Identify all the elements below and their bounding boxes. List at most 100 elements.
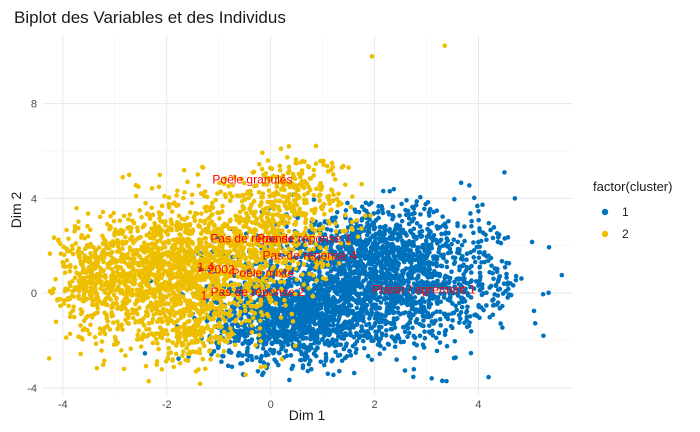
point-cluster-2 bbox=[198, 277, 204, 283]
point-cluster-1 bbox=[400, 273, 405, 279]
point-cluster-1 bbox=[273, 335, 279, 341]
point-cluster-1 bbox=[425, 268, 431, 273]
point-cluster-2 bbox=[56, 238, 61, 243]
point-cluster-1 bbox=[484, 290, 489, 296]
point-cluster-1 bbox=[297, 339, 302, 345]
point-cluster-1 bbox=[491, 297, 496, 302]
point-cluster-2 bbox=[151, 245, 157, 251]
point-cluster-2 bbox=[175, 188, 180, 193]
point-cluster-2 bbox=[53, 319, 59, 325]
point-cluster-1 bbox=[405, 325, 411, 331]
point-cluster-2 bbox=[165, 331, 170, 337]
point-cluster-1 bbox=[442, 332, 448, 338]
point-cluster-1 bbox=[481, 307, 486, 313]
point-cluster-1 bbox=[249, 357, 255, 363]
point-cluster-1 bbox=[482, 250, 487, 255]
point-cluster-2 bbox=[149, 320, 155, 325]
point-cluster-1 bbox=[328, 268, 334, 274]
point-cluster-1 bbox=[313, 337, 319, 342]
point-cluster-2 bbox=[212, 324, 217, 329]
point-cluster-2 bbox=[237, 309, 243, 315]
point-cluster-1 bbox=[440, 214, 445, 219]
point-cluster-1 bbox=[529, 239, 535, 245]
point-cluster-1 bbox=[352, 207, 358, 212]
point-cluster-1 bbox=[240, 353, 245, 358]
point-cluster-1 bbox=[329, 300, 335, 305]
point-cluster-2 bbox=[256, 303, 261, 309]
point-cluster-1 bbox=[395, 263, 401, 269]
point-cluster-2 bbox=[231, 300, 236, 305]
data-points bbox=[46, 43, 565, 387]
series-1 bbox=[89, 170, 565, 384]
point-cluster-1 bbox=[486, 220, 492, 226]
point-cluster-1 bbox=[486, 374, 491, 380]
point-cluster-2 bbox=[176, 281, 182, 286]
point-cluster-1 bbox=[471, 230, 476, 236]
point-cluster-1 bbox=[368, 334, 374, 340]
point-cluster-1 bbox=[405, 283, 411, 289]
point-cluster-2 bbox=[196, 367, 201, 372]
point-cluster-1 bbox=[386, 210, 391, 215]
point-cluster-1 bbox=[330, 338, 335, 343]
point-cluster-1 bbox=[420, 313, 426, 319]
point-cluster-1 bbox=[427, 228, 432, 234]
point-cluster-2 bbox=[156, 184, 162, 190]
point-cluster-1 bbox=[227, 349, 233, 355]
point-cluster-1 bbox=[321, 362, 327, 368]
point-cluster-1 bbox=[456, 276, 461, 281]
point-cluster-2 bbox=[128, 270, 134, 276]
point-cluster-2 bbox=[111, 274, 117, 280]
point-cluster-1 bbox=[380, 188, 386, 194]
point-cluster-1 bbox=[486, 253, 491, 258]
point-cluster-1 bbox=[293, 305, 298, 311]
point-cluster-1 bbox=[405, 334, 410, 340]
point-cluster-1 bbox=[333, 298, 339, 304]
point-cluster-1 bbox=[343, 343, 349, 349]
point-cluster-1 bbox=[444, 259, 449, 264]
point-cluster-1 bbox=[265, 305, 271, 310]
point-cluster-1 bbox=[340, 288, 346, 294]
point-cluster-1 bbox=[467, 183, 472, 188]
point-cluster-1 bbox=[474, 244, 480, 250]
point-cluster-2 bbox=[177, 295, 182, 300]
point-cluster-1 bbox=[426, 213, 432, 218]
point-cluster-1 bbox=[405, 257, 410, 263]
point-cluster-1 bbox=[375, 210, 381, 215]
point-cluster-1 bbox=[443, 328, 449, 333]
point-cluster-1 bbox=[369, 357, 375, 363]
point-cluster-1 bbox=[296, 313, 302, 318]
point-cluster-1 bbox=[434, 348, 440, 354]
point-cluster-1 bbox=[413, 234, 419, 240]
point-cluster-2 bbox=[228, 326, 233, 331]
point-cluster-2 bbox=[137, 263, 142, 268]
point-cluster-2 bbox=[209, 339, 215, 345]
point-cluster-1 bbox=[331, 318, 336, 324]
point-cluster-1 bbox=[281, 327, 287, 332]
point-cluster-1 bbox=[401, 339, 406, 345]
point-cluster-2 bbox=[143, 363, 149, 369]
point-cluster-1 bbox=[477, 287, 483, 293]
point-cluster-2 bbox=[134, 250, 140, 256]
point-cluster-2 bbox=[301, 262, 307, 267]
point-cluster-1 bbox=[373, 329, 378, 335]
point-cluster-1 bbox=[364, 293, 369, 298]
point-cluster-1 bbox=[546, 244, 552, 250]
point-cluster-2 bbox=[119, 348, 124, 353]
point-cluster-1 bbox=[344, 354, 350, 359]
point-cluster-2 bbox=[218, 299, 224, 305]
point-cluster-1 bbox=[465, 304, 470, 310]
point-cluster-2 bbox=[256, 332, 262, 338]
point-cluster-1 bbox=[469, 218, 474, 224]
point-cluster-1 bbox=[438, 299, 444, 305]
point-cluster-1 bbox=[455, 221, 460, 226]
point-cluster-1 bbox=[363, 272, 369, 278]
point-cluster-1 bbox=[308, 344, 313, 349]
point-cluster-1 bbox=[372, 233, 378, 239]
point-cluster-1 bbox=[380, 244, 386, 249]
point-cluster-1 bbox=[372, 242, 377, 247]
point-cluster-1 bbox=[405, 302, 410, 308]
point-cluster-1 bbox=[399, 218, 405, 224]
point-cluster-1 bbox=[444, 378, 449, 384]
point-cluster-1 bbox=[471, 286, 477, 291]
point-cluster-1 bbox=[359, 324, 364, 329]
